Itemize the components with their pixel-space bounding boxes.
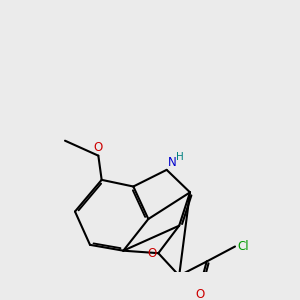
Text: Cl: Cl xyxy=(238,240,249,253)
Text: N: N xyxy=(168,156,177,169)
Text: O: O xyxy=(195,288,205,300)
Text: O: O xyxy=(94,141,103,154)
Text: O: O xyxy=(148,247,157,260)
Text: H: H xyxy=(176,152,184,162)
